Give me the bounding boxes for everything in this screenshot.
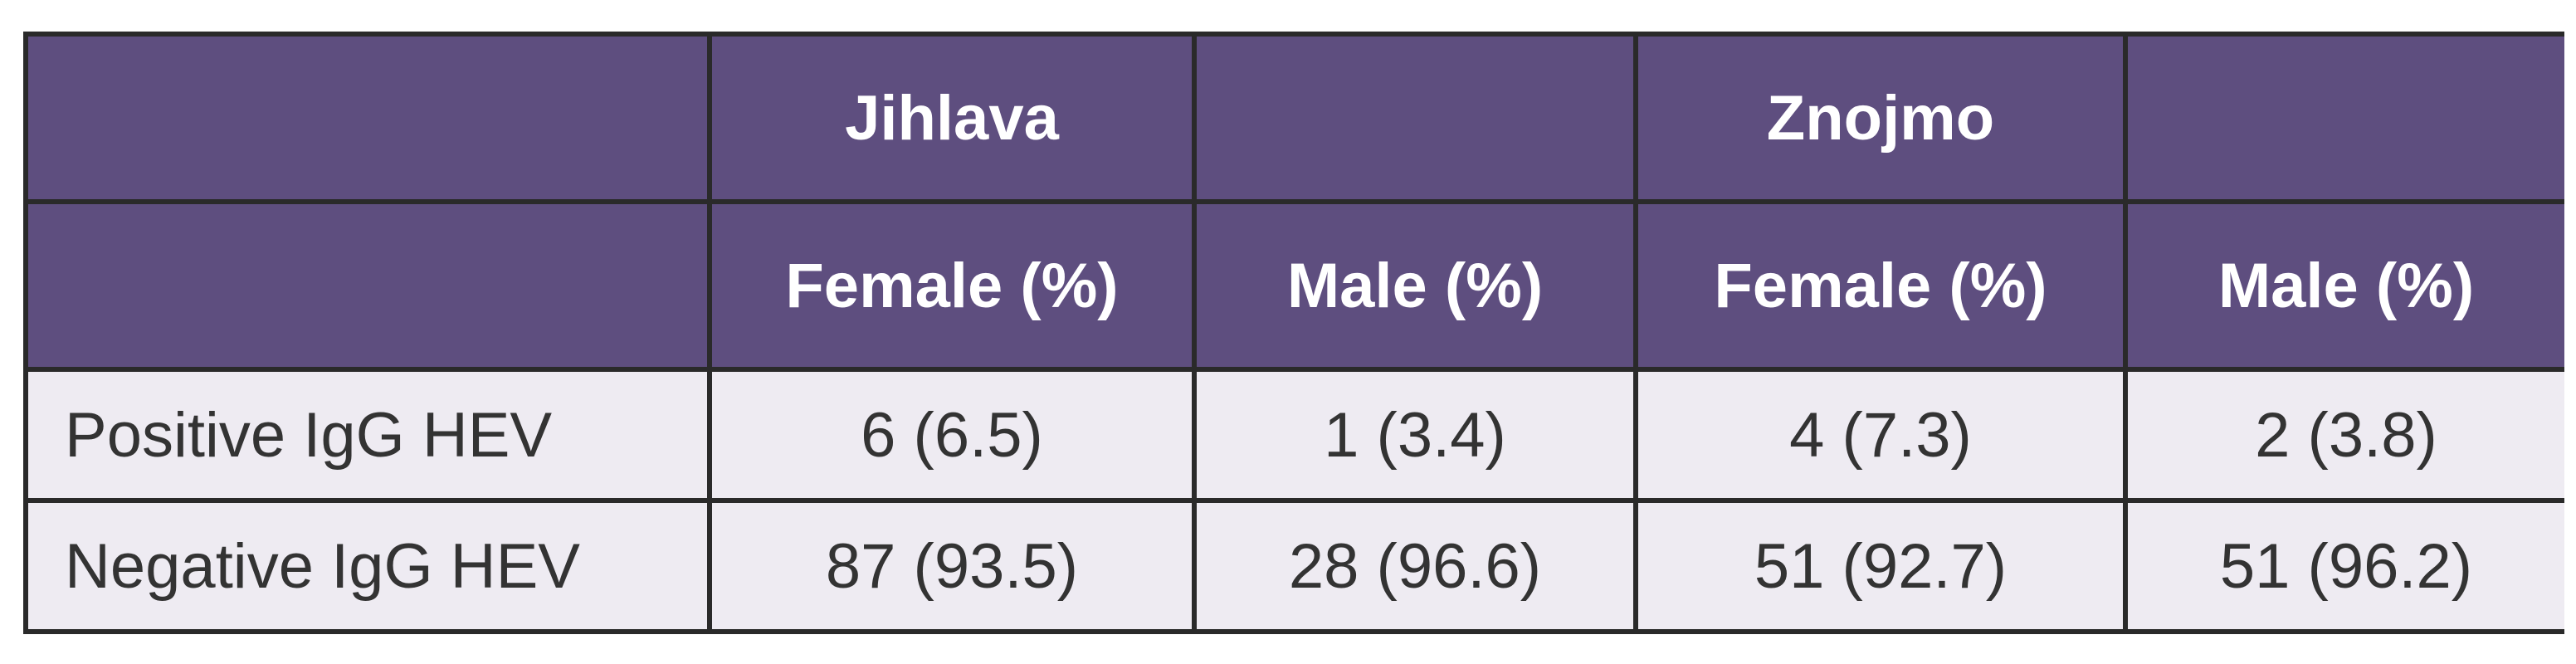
table-cell: 51 (92.7) xyxy=(1638,503,2123,629)
row-label-positive: Positive IgG HEV xyxy=(28,372,707,498)
hev-igg-table: Jihlava Znojmo Female (%) Male (%) Femal… xyxy=(23,32,2569,634)
header-jihlava-male: Male (%) xyxy=(1197,204,1633,367)
header-row-location: Jihlava Znojmo xyxy=(28,37,2564,199)
header-znojmo-female: Female (%) xyxy=(1638,204,2123,367)
header-jihlava: Jihlava xyxy=(712,37,1192,199)
header-row-sex: Female (%) Male (%) Female (%) Male (%) xyxy=(28,204,2564,367)
header-empty-cell xyxy=(2128,37,2564,199)
header-znojmo-male: Male (%) xyxy=(2128,204,2564,367)
table-cell: 6 (6.5) xyxy=(712,372,1192,498)
table-cell: 87 (93.5) xyxy=(712,503,1192,629)
table-cell: 4 (7.3) xyxy=(1638,372,2123,498)
table-container: Jihlava Znojmo Female (%) Male (%) Femal… xyxy=(23,32,2564,634)
header-empty-cell xyxy=(1197,37,1633,199)
table-cell: 28 (96.6) xyxy=(1197,503,1633,629)
header-jihlava-female: Female (%) xyxy=(712,204,1192,367)
header-znojmo: Znojmo xyxy=(1638,37,2123,199)
table-row: Positive IgG HEV 6 (6.5) 1 (3.4) 4 (7.3)… xyxy=(28,372,2564,498)
header-empty-cell xyxy=(28,37,707,199)
table-cell: 1 (3.4) xyxy=(1197,372,1633,498)
table-cell: 51 (96.2) xyxy=(2128,503,2564,629)
table-cell: 2 (3.8) xyxy=(2128,372,2564,498)
header-empty-cell xyxy=(28,204,707,367)
table-row: Negative IgG HEV 87 (93.5) 28 (96.6) 51 … xyxy=(28,503,2564,629)
row-label-negative: Negative IgG HEV xyxy=(28,503,707,629)
